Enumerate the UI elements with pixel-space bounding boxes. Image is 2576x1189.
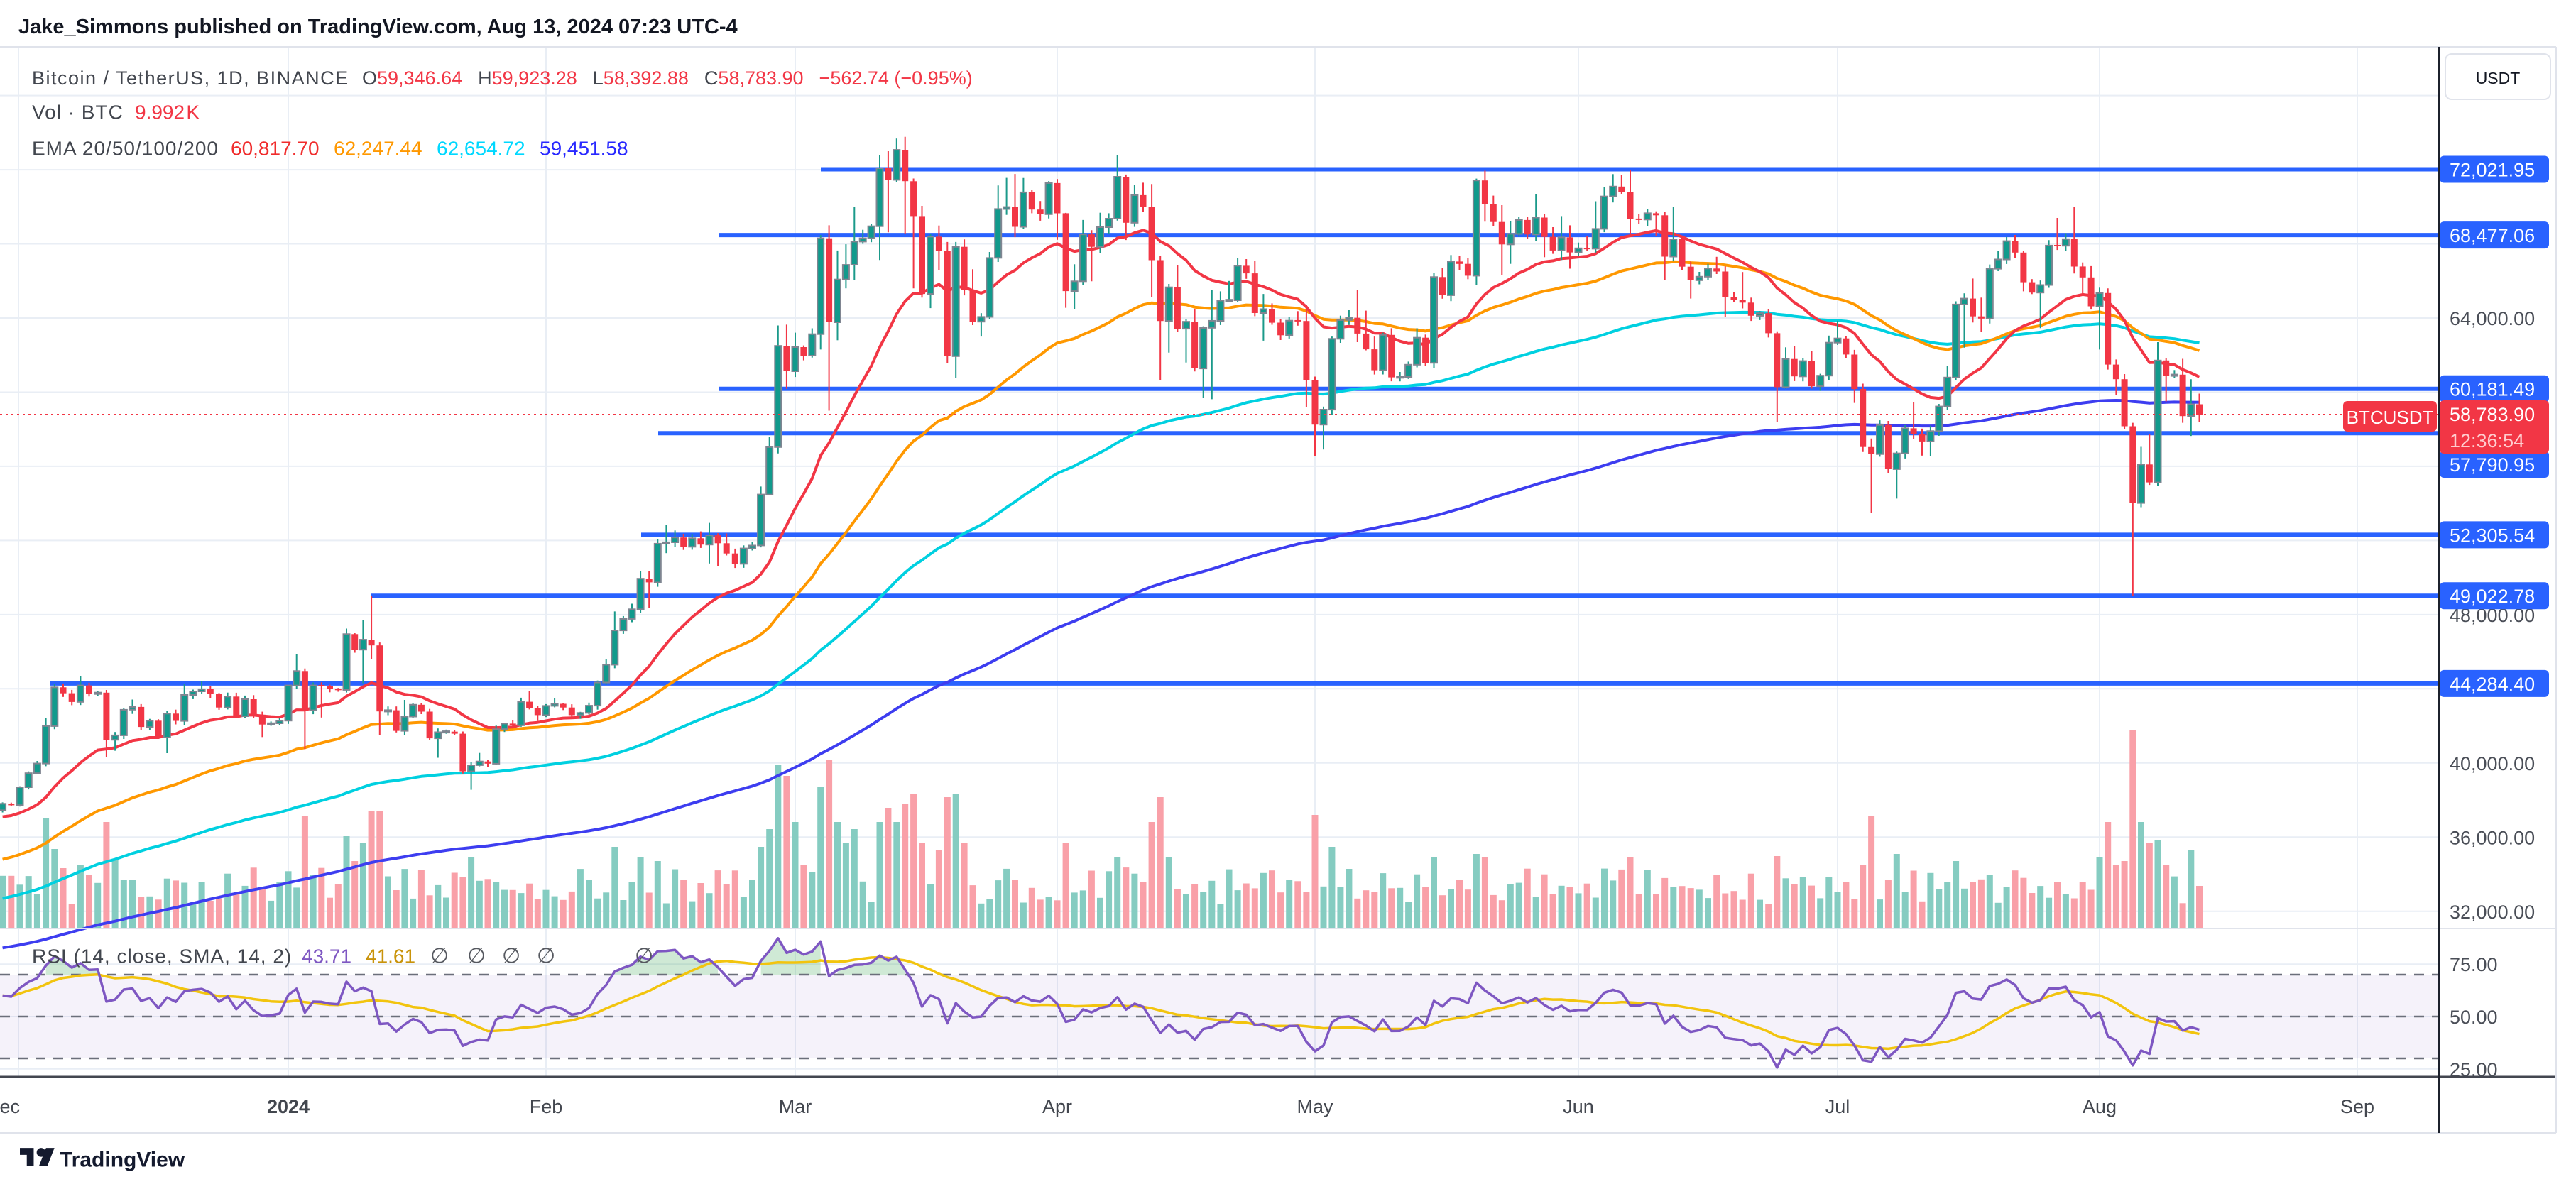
svg-text:2024: 2024 [267,1096,310,1117]
svg-text:62,247.44: 62,247.44 [334,138,422,160]
svg-text:∅: ∅ [502,945,520,968]
svg-text:68,477.06: 68,477.06 [2450,225,2535,246]
svg-text:52,305.54: 52,305.54 [2450,525,2535,546]
svg-text:Vol · BTC: Vol · BTC [32,102,124,124]
svg-text:BTCUSDT: BTCUSDT [2347,407,2434,428]
svg-text:41.61: 41.61 [366,946,415,968]
svg-text:25.00: 25.00 [2450,1059,2498,1080]
svg-text:Aug: Aug [2083,1096,2117,1117]
svg-text:TradingView: TradingView [60,1149,185,1172]
svg-text:May: May [1297,1096,1333,1117]
svg-text:RSI (14, close, SMA, 14, 2): RSI (14, close, SMA, 14, 2) [32,946,292,968]
svg-text:44,284.40: 44,284.40 [2450,674,2535,695]
svg-text:62,654.72: 62,654.72 [437,138,525,160]
svg-text:60,181.49: 60,181.49 [2450,379,2535,400]
svg-text:43.71: 43.71 [302,946,351,968]
svg-text:12:36:54: 12:36:54 [2450,430,2524,451]
svg-text:∅: ∅ [430,945,449,968]
svg-text:Apr: Apr [1042,1096,1072,1117]
svg-text:Jun: Jun [1563,1096,1594,1117]
svg-text:32,000.00: 32,000.00 [2450,902,2535,923]
svg-text:9.992 K: 9.992 K [135,102,200,124]
svg-text:Feb: Feb [530,1096,563,1117]
svg-text:Bitcoin / TetherUS, 1D, BINANC: Bitcoin / TetherUS, 1D, BINANCE [32,67,349,89]
svg-text:57,790.95: 57,790.95 [2450,454,2535,476]
svg-text:49,022.78: 49,022.78 [2450,586,2535,607]
svg-text:40,000.00: 40,000.00 [2450,753,2535,774]
svg-text:59,451.58: 59,451.58 [540,138,628,160]
svg-text:Sep: Sep [2340,1096,2374,1117]
svg-text:∅: ∅ [537,945,555,968]
svg-text:75.00: 75.00 [2450,954,2498,975]
svg-text:EMA 20/50/100/200: EMA 20/50/100/200 [32,138,219,160]
svg-text:Jul: Jul [1825,1096,1850,1117]
svg-text:50.00: 50.00 [2450,1007,2498,1028]
svg-text:Jake_Simmons published on Trad: Jake_Simmons published on TradingView.co… [18,16,738,38]
svg-text:Mar: Mar [779,1096,812,1117]
svg-text:58,783.90: 58,783.90 [2450,404,2535,425]
svg-text:60,817.70: 60,817.70 [231,138,320,160]
svg-text:64,000.00: 64,000.00 [2450,308,2535,329]
svg-text:∅: ∅ [635,945,653,968]
svg-text:36,000.00: 36,000.00 [2450,827,2535,848]
svg-text:Dec: Dec [0,1096,20,1117]
svg-text:USDT: USDT [2476,69,2521,87]
svg-text:∅: ∅ [467,945,486,968]
svg-text:72,021.95: 72,021.95 [2450,160,2535,181]
